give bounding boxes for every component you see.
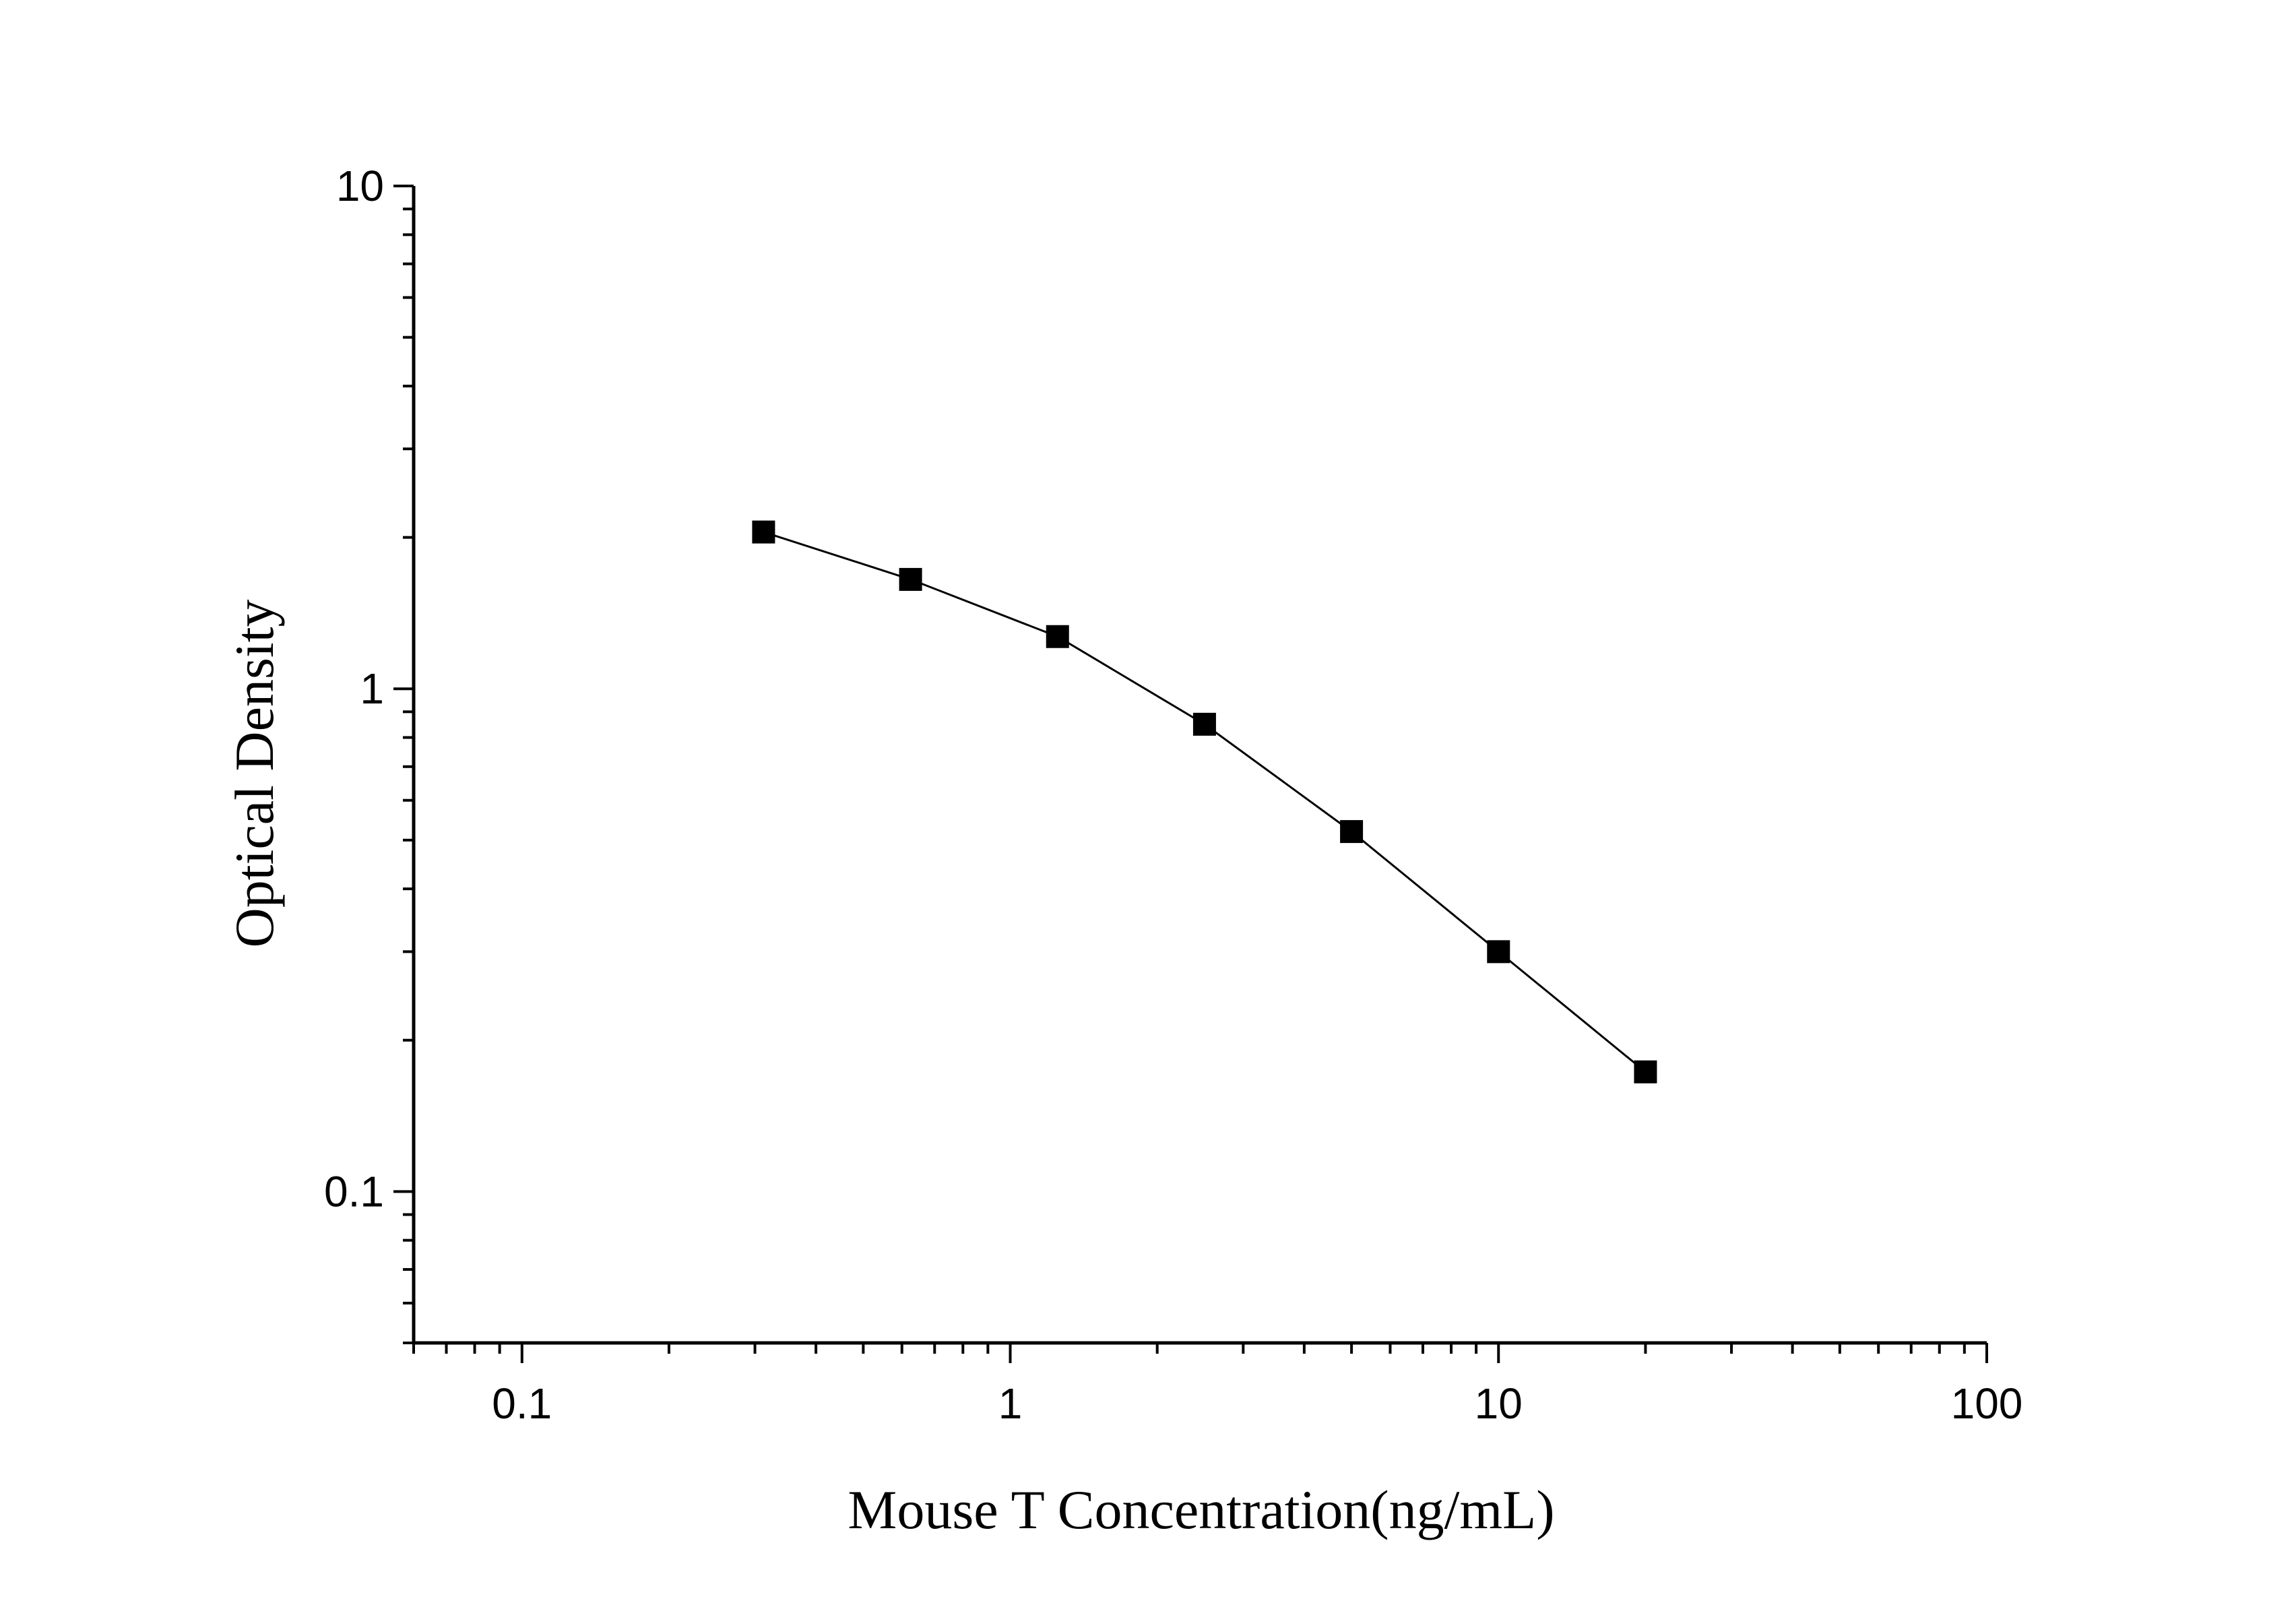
x-tick-label: 1 (998, 1379, 1023, 1428)
y-tick-label: 0.1 (324, 1167, 384, 1216)
data-point (1487, 940, 1510, 964)
x-tick-label: 0.1 (492, 1379, 552, 1428)
y-tick-label: 10 (336, 162, 384, 210)
data-point (1046, 625, 1069, 648)
data-point (1340, 820, 1364, 844)
x-axis-title: Mouse T Concentration(ng/mL) (848, 1479, 1554, 1540)
series (752, 520, 1657, 1083)
y-axis-title: Optical Density (224, 600, 285, 948)
x-tick-label: 100 (1951, 1379, 2023, 1428)
y-tick-label: 1 (360, 664, 384, 713)
data-point (899, 567, 922, 591)
axes (412, 186, 1987, 1345)
data-point (1634, 1060, 1657, 1083)
ticks (393, 185, 1988, 1363)
series-line (763, 531, 1647, 1073)
data-point (1192, 712, 1216, 736)
x-tick-label: 10 (1475, 1379, 1523, 1428)
data-point (752, 520, 775, 544)
tick-labels: 0.1 1 10 100 0.1 1 10 (324, 162, 2022, 1428)
